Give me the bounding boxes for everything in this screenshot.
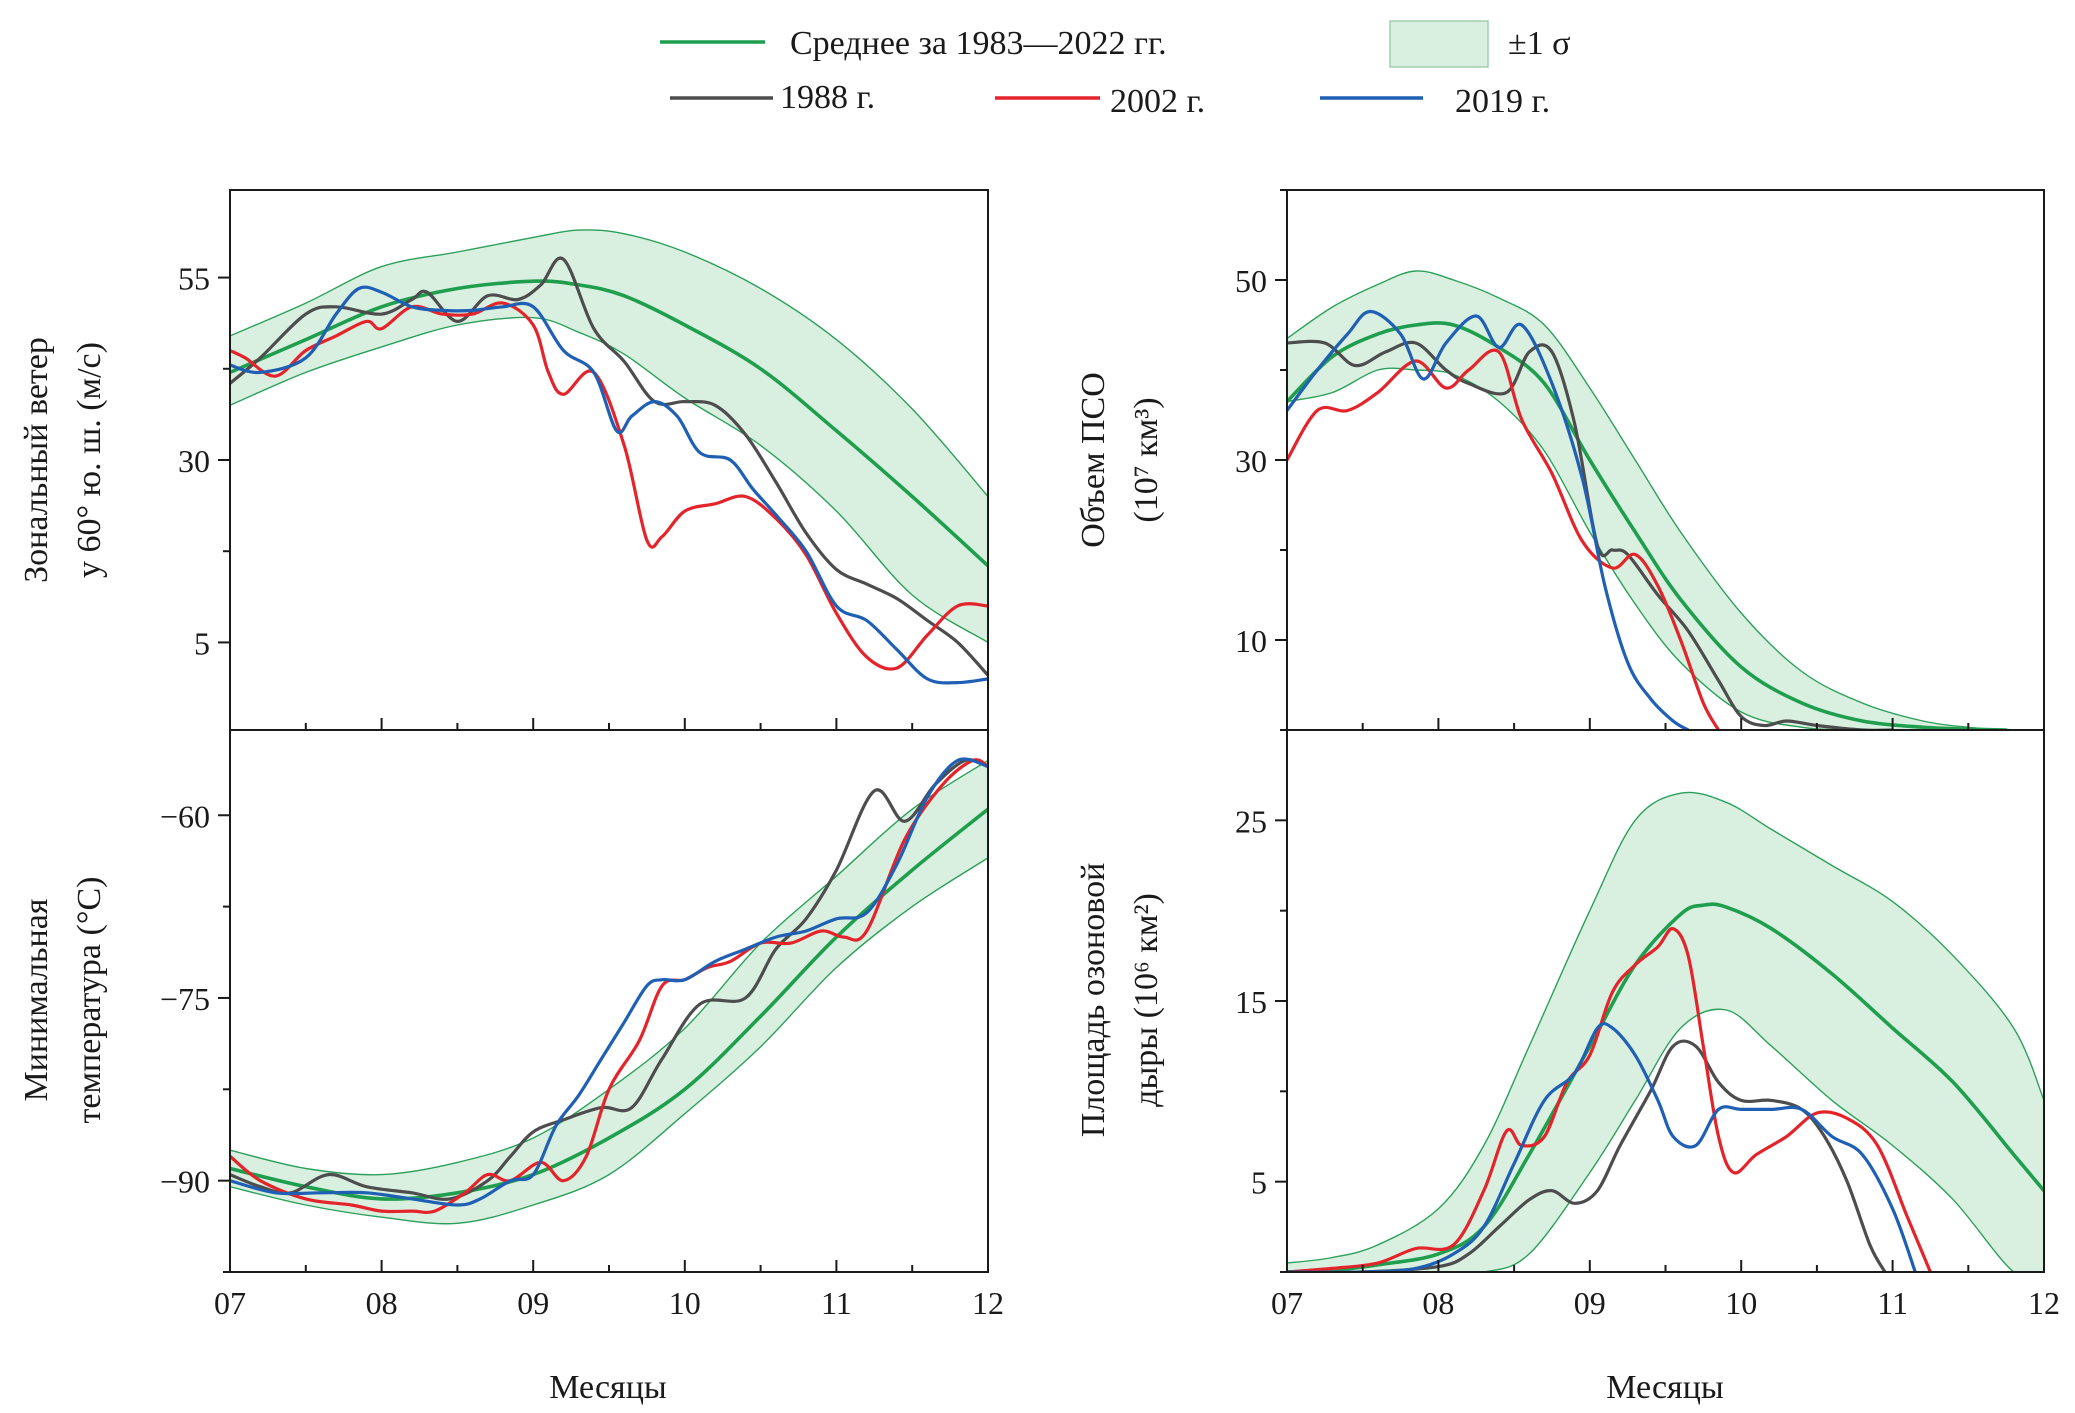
series-line-y2002 (230, 758, 988, 1215)
x-tick-label: 08 (1422, 1285, 1454, 1321)
plot-frame (1286, 189, 2045, 731)
series-line-y2019 (1287, 309, 1690, 730)
plot-area (230, 229, 988, 685)
ylabel-psc-line1: Объем ПСО (1075, 372, 1112, 547)
sigma-band-upper-edge (230, 759, 988, 1176)
y-tick-label: 55 (178, 261, 210, 297)
series-line-y2019 (230, 757, 988, 1207)
x-tick-label: 12 (2028, 1285, 2060, 1321)
sigma-band-lower-edge (1287, 1008, 2044, 1272)
legend-sigma-swatch (1389, 20, 1489, 68)
y-tick-label: −90 (160, 1164, 210, 1200)
x-tick-label: 11 (1877, 1285, 1908, 1321)
x-tick-label: 08 (366, 1285, 398, 1321)
legend-2019-label: 2019 г. (1455, 83, 1550, 120)
series-line-y1988 (230, 256, 988, 677)
xlabel-right: Месяцы (1606, 1369, 1724, 1406)
legend: Среднее за 1983—2022 гг. ±1 σ 1988 г. 20… (660, 20, 1571, 120)
plot-area (230, 757, 988, 1225)
series-line-mean (1287, 321, 2008, 730)
ylabel-temp-line1: Минимальная (18, 898, 55, 1101)
legend-sigma-label: ±1 σ (1508, 25, 1571, 62)
x-tick-label: 12 (972, 1285, 1004, 1321)
x-tick-label: 07 (214, 1285, 246, 1321)
y-tick-label: 30 (178, 443, 210, 479)
y-tick-label: 5 (1251, 1165, 1267, 1201)
y-tick-label: 5 (194, 625, 210, 661)
series-line-y2002 (1287, 348, 1721, 730)
x-tick-label: 11 (821, 1285, 852, 1321)
legend-mean-label: Среднее за 1983—2022 гг. (790, 25, 1167, 62)
y-tick-label: −60 (160, 798, 210, 834)
x-tick-label: 09 (1574, 1285, 1606, 1321)
series-line-y2019 (1287, 1022, 1917, 1272)
x-tick-label: 10 (669, 1285, 701, 1321)
y-tick-label: 15 (1235, 984, 1267, 1020)
panel-zonal-wind: 5 30 55 (178, 189, 989, 731)
series-line-y1988 (1287, 1039, 1887, 1272)
sigma-band-upper-edge (1287, 791, 2044, 1264)
series-line-y1988 (230, 758, 988, 1201)
sigma-band (1287, 270, 2007, 730)
y-tick-label: 30 (1235, 443, 1267, 479)
x-tick-label: 10 (1725, 1285, 1757, 1321)
xlabel-left: Месяцы (549, 1369, 667, 1406)
legend-1988-label: 1988 г. (780, 79, 875, 116)
sigma-band (230, 229, 988, 643)
ylabel-wind-line1: Зональный ветер (18, 337, 55, 583)
plot-area (1287, 791, 2044, 1272)
panel-psc-volume: 10 30 50 (1235, 189, 2045, 731)
ylabel-psc-line2: (10⁷ км³) (1128, 397, 1165, 522)
ylabel-temp-line2: температура (°C) (71, 877, 108, 1124)
y-tick-label: 50 (1235, 263, 1267, 299)
series-line-y2019 (230, 285, 988, 685)
sigma-band-upper-edge (230, 229, 988, 497)
sigma-band-lower-edge (230, 316, 988, 643)
series-line-mean (1287, 902, 2044, 1272)
legend-2002-label: 2002 г. (1110, 83, 1205, 120)
panel-ozone-hole-area: 5 15 25 07 08 09 10 11 12 (1235, 729, 2060, 1321)
y-tick-label: −75 (160, 981, 210, 1017)
series-line-mean (230, 807, 988, 1201)
sigma-band-lower-edge (230, 857, 988, 1225)
plot-area (1287, 270, 2008, 730)
series-line-y2002 (1287, 927, 1932, 1272)
ylabel-wind-line2: у 60° ю. ш. (м/с) (71, 342, 108, 578)
sigma-band (230, 760, 988, 1224)
panel-min-temperature: −90 −75 −60 07 08 09 10 11 12 (160, 729, 1004, 1321)
ylabel-ozone-line2: дыры (10⁶ км²) (1128, 893, 1165, 1107)
y-tick-label: 10 (1235, 623, 1267, 659)
x-tick-label: 07 (1271, 1285, 1303, 1321)
y-tick-label: 25 (1235, 803, 1267, 839)
x-tick-label: 09 (517, 1285, 549, 1321)
sigma-band-upper-edge (1287, 270, 2007, 730)
ylabel-ozone-line1: Площадь озоновой (1075, 863, 1112, 1138)
sigma-band (1287, 792, 2044, 1272)
